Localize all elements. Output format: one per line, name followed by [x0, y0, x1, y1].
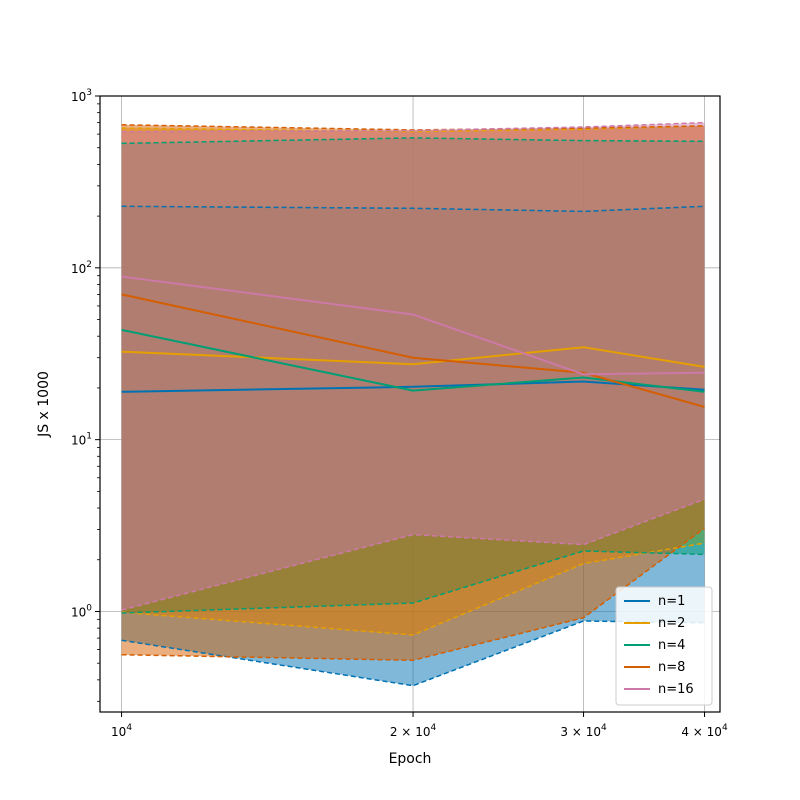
- band-n=16: [121, 122, 705, 610]
- legend-label: n=8: [658, 660, 685, 675]
- y-tick-label: 100: [71, 603, 92, 619]
- y-tick-label: 102: [71, 260, 92, 276]
- mean-line-n=2: [121, 346, 705, 368]
- series-lines: [121, 121, 705, 687]
- legend-label: n=2: [658, 616, 685, 631]
- lower-bound-n=4: [121, 550, 705, 614]
- y-tick-label: 103: [71, 88, 92, 104]
- legend-label: n=1: [658, 594, 685, 609]
- mean-line-n=8: [121, 293, 705, 408]
- x-axis-label: Epoch: [389, 751, 432, 767]
- legend-box: [615, 586, 713, 706]
- plot-frame: [99, 95, 721, 713]
- x-tick-label: 3 × 104: [560, 723, 607, 739]
- lower-bound-n=8: [121, 527, 705, 662]
- y-tick-label: 101: [71, 432, 92, 448]
- legend-label: n=4: [658, 638, 685, 653]
- x-tick-label: 2 × 104: [390, 723, 437, 739]
- y-axis-label: JS x 1000: [36, 371, 52, 438]
- y-axis-ticks: 100 101 102 103: [71, 88, 100, 702]
- x-axis-ticks: 104 2 × 104 3 × 104 4 × 104: [111, 712, 728, 739]
- upper-bound-n=4: [121, 137, 705, 145]
- upper-bound-n=16: [121, 121, 705, 133]
- mean-line-n=16: [121, 275, 705, 376]
- x-tick-label: 4 × 104: [681, 723, 728, 739]
- upper-bound-n=1: [121, 205, 705, 213]
- lower-bound-n=16: [121, 498, 705, 611]
- legend: n=1 n=2 n=4 n=8 n=16: [615, 586, 713, 706]
- x-tick-label: 104: [111, 723, 132, 739]
- legend-label: n=16: [658, 682, 694, 697]
- mean-line-n=4: [121, 328, 705, 393]
